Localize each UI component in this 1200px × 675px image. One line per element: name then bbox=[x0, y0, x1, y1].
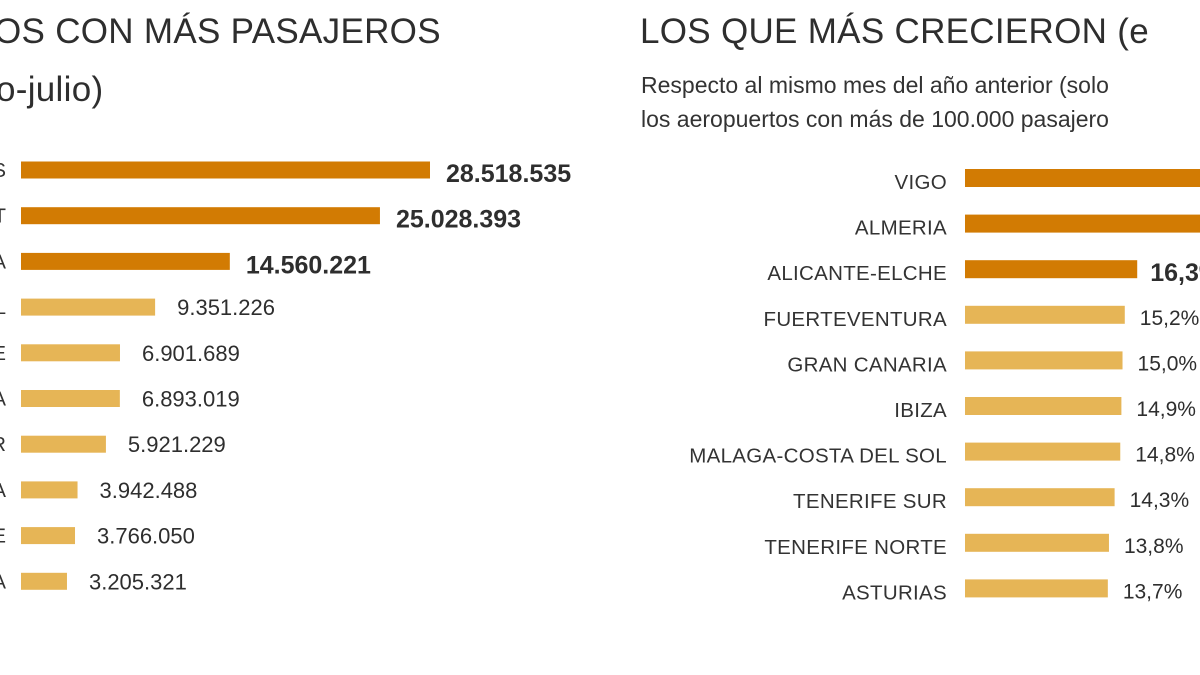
left-bar-4 bbox=[21, 344, 120, 362]
left-bar-8 bbox=[21, 527, 76, 545]
right-category-label: GRAN CANARIA bbox=[787, 353, 947, 376]
right-bar-4 bbox=[965, 351, 1123, 370]
right-bar-1 bbox=[965, 214, 1200, 233]
left-bar-1 bbox=[21, 207, 380, 225]
left-value-label: 3.766.050 bbox=[97, 524, 195, 549]
left-value-label: 5.921.229 bbox=[128, 432, 226, 457]
left-category-label: L bbox=[0, 297, 6, 319]
right-value-label: 14,3% bbox=[1130, 489, 1190, 512]
left-category-label: A bbox=[0, 251, 7, 273]
right-chart-subtitle-line-2: los aeropuertos con más de 100.000 pasaj… bbox=[641, 106, 1109, 132]
left-value-label: 3.942.488 bbox=[100, 478, 198, 503]
left-category-label: S bbox=[0, 160, 6, 182]
left-bar-7 bbox=[21, 481, 78, 499]
left-bar-3 bbox=[21, 298, 156, 316]
left-category-label: E bbox=[0, 526, 6, 548]
right-bar-9 bbox=[965, 579, 1108, 598]
left-value-label: 25.028.393 bbox=[396, 206, 521, 234]
right-bar-0 bbox=[965, 169, 1200, 187]
right-bar-3 bbox=[965, 305, 1125, 324]
left-bar-9 bbox=[21, 572, 67, 590]
right-category-label: MALAGA-COSTA DEL SOL bbox=[689, 445, 947, 468]
right-value-label: 14,8% bbox=[1135, 444, 1195, 467]
right-category-label: TENERIFE NORTE bbox=[764, 536, 947, 559]
right-chart-title: LOS QUE MÁS CRECIERON (e bbox=[640, 12, 1149, 51]
right-category-label: IBIZA bbox=[894, 399, 947, 422]
left-value-label: 6.901.689 bbox=[142, 341, 240, 366]
right-chart-subtitle-line-1: Respecto al mismo mes del año anterior (… bbox=[641, 72, 1109, 98]
left-bar-5 bbox=[21, 390, 120, 407]
right-bar-5 bbox=[965, 397, 1122, 415]
right-category-label: VIGO bbox=[895, 171, 947, 194]
left-value-label: 3.205.321 bbox=[89, 569, 187, 594]
right-value-label: 15,2% bbox=[1140, 307, 1200, 330]
left-category-label: A bbox=[0, 389, 7, 411]
right-value-label: 13,7% bbox=[1123, 580, 1183, 603]
left-category-label: A bbox=[0, 480, 7, 502]
right-bar-8 bbox=[965, 533, 1109, 552]
left-category-label: R bbox=[0, 434, 6, 456]
right-value-label: 14,9% bbox=[1136, 398, 1196, 421]
left-category-label: A bbox=[0, 571, 7, 593]
left-bar-0 bbox=[21, 161, 430, 179]
left-category-label: E bbox=[0, 343, 6, 365]
right-category-label: FUERTEVENTURA bbox=[764, 308, 948, 331]
right-category-label: TENERIFE SUR bbox=[793, 490, 947, 513]
left-chart-title: OS CON MÁS PASAJEROS bbox=[0, 12, 441, 51]
left-value-label: 9.351.226 bbox=[177, 295, 275, 320]
left-value-label: 6.893.019 bbox=[142, 387, 240, 412]
left-value-label: 28.518.535 bbox=[446, 160, 571, 188]
right-bar-2 bbox=[965, 260, 1138, 279]
right-value-label: 16,3% bbox=[1150, 259, 1200, 287]
left-chart-subtitle: o-julio) bbox=[0, 70, 104, 109]
right-value-label: 15,0% bbox=[1138, 352, 1198, 375]
right-category-label: ALICANTE-ELCHE bbox=[767, 262, 947, 285]
left-category-label: T bbox=[0, 206, 6, 228]
right-bar-6 bbox=[965, 442, 1121, 461]
right-category-label: ASTURIAS bbox=[842, 581, 947, 604]
right-bar-7 bbox=[965, 488, 1115, 507]
left-value-label: 14.560.221 bbox=[246, 251, 371, 279]
left-bar-2 bbox=[21, 252, 230, 270]
right-category-label: ALMERIA bbox=[855, 217, 947, 240]
left-bar-6 bbox=[21, 435, 106, 453]
right-value-label: 13,8% bbox=[1124, 535, 1184, 558]
